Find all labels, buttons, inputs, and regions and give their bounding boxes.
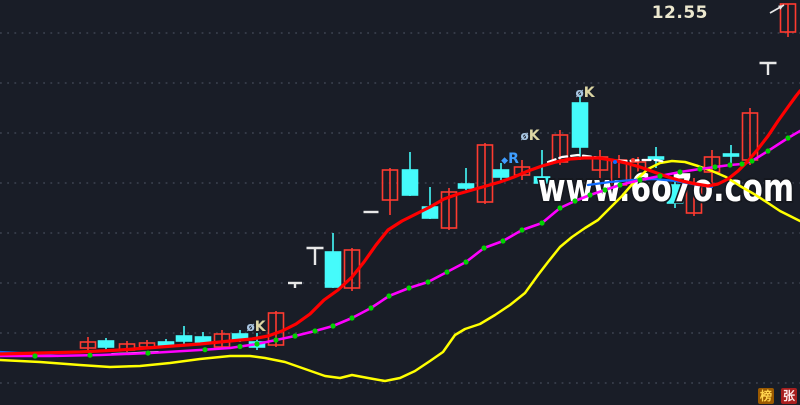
green-dot [273,337,279,343]
candle-down [492,169,510,178]
candle-down [401,169,419,196]
green-dot [444,269,450,275]
green-dot [637,177,643,183]
candle-up [779,3,797,33]
watermark: www.6o7o.com [538,166,794,210]
green-dot [254,341,260,347]
green-dot [557,205,563,211]
green-dot [697,166,703,172]
green-dot [32,353,38,359]
green-dot [368,305,374,311]
k-signal-marker: øK [520,128,540,144]
badge-group: 榜 张 [758,388,797,404]
green-dot [386,293,392,299]
red-ma-line [0,89,800,356]
magenta-ma-line [0,129,800,358]
green-dot [330,323,336,329]
tiny-dot [613,160,617,164]
green-dot [677,169,683,175]
candle-down [533,176,551,184]
green-dot [202,347,208,353]
green-dot [712,164,718,170]
last-price-label: 12.55 [651,3,708,23]
green-dot [237,343,243,350]
green-dot [500,238,506,244]
green-dot [87,352,93,358]
green-dot [765,148,771,154]
tiny-dot [631,158,635,162]
green-dot [749,158,755,164]
green-dot [657,173,663,179]
green-dot [349,315,355,321]
candle-down [571,102,589,148]
green-dot [292,333,298,339]
green-dot [602,187,608,193]
candle-down [722,153,740,157]
candle-up [440,191,458,229]
rank-badge[interactable]: 榜 [758,388,774,404]
k-signal-marker: øK [575,85,595,101]
green-dot [539,220,545,226]
green-dot [481,245,487,251]
candle-down [457,183,475,189]
green-dot [785,135,791,141]
candle-down [175,335,193,342]
r-signal-marker: ◆R [501,151,519,167]
green-dot [617,182,623,188]
green-dot [312,328,318,334]
k-signal-marker: øK [246,319,266,335]
green-dot [572,198,578,204]
price-arrow-head [778,5,784,10]
candle-down [324,251,342,288]
yellow-ma-line [0,159,800,383]
green-dot [739,161,745,167]
green-dot [145,350,151,356]
rise-badge[interactable]: 张 [781,388,797,404]
green-dot [406,285,412,291]
candle-up [381,169,399,201]
candle-down [666,184,684,204]
green-dot [425,279,431,285]
candle-down [194,336,212,343]
candle-down [647,156,665,160]
green-dot [587,192,593,198]
green-dot [519,227,525,233]
green-dot [727,162,733,168]
candle-up [476,144,494,203]
candle-down [97,340,115,348]
green-dot [463,259,469,265]
candle-up [79,341,97,349]
